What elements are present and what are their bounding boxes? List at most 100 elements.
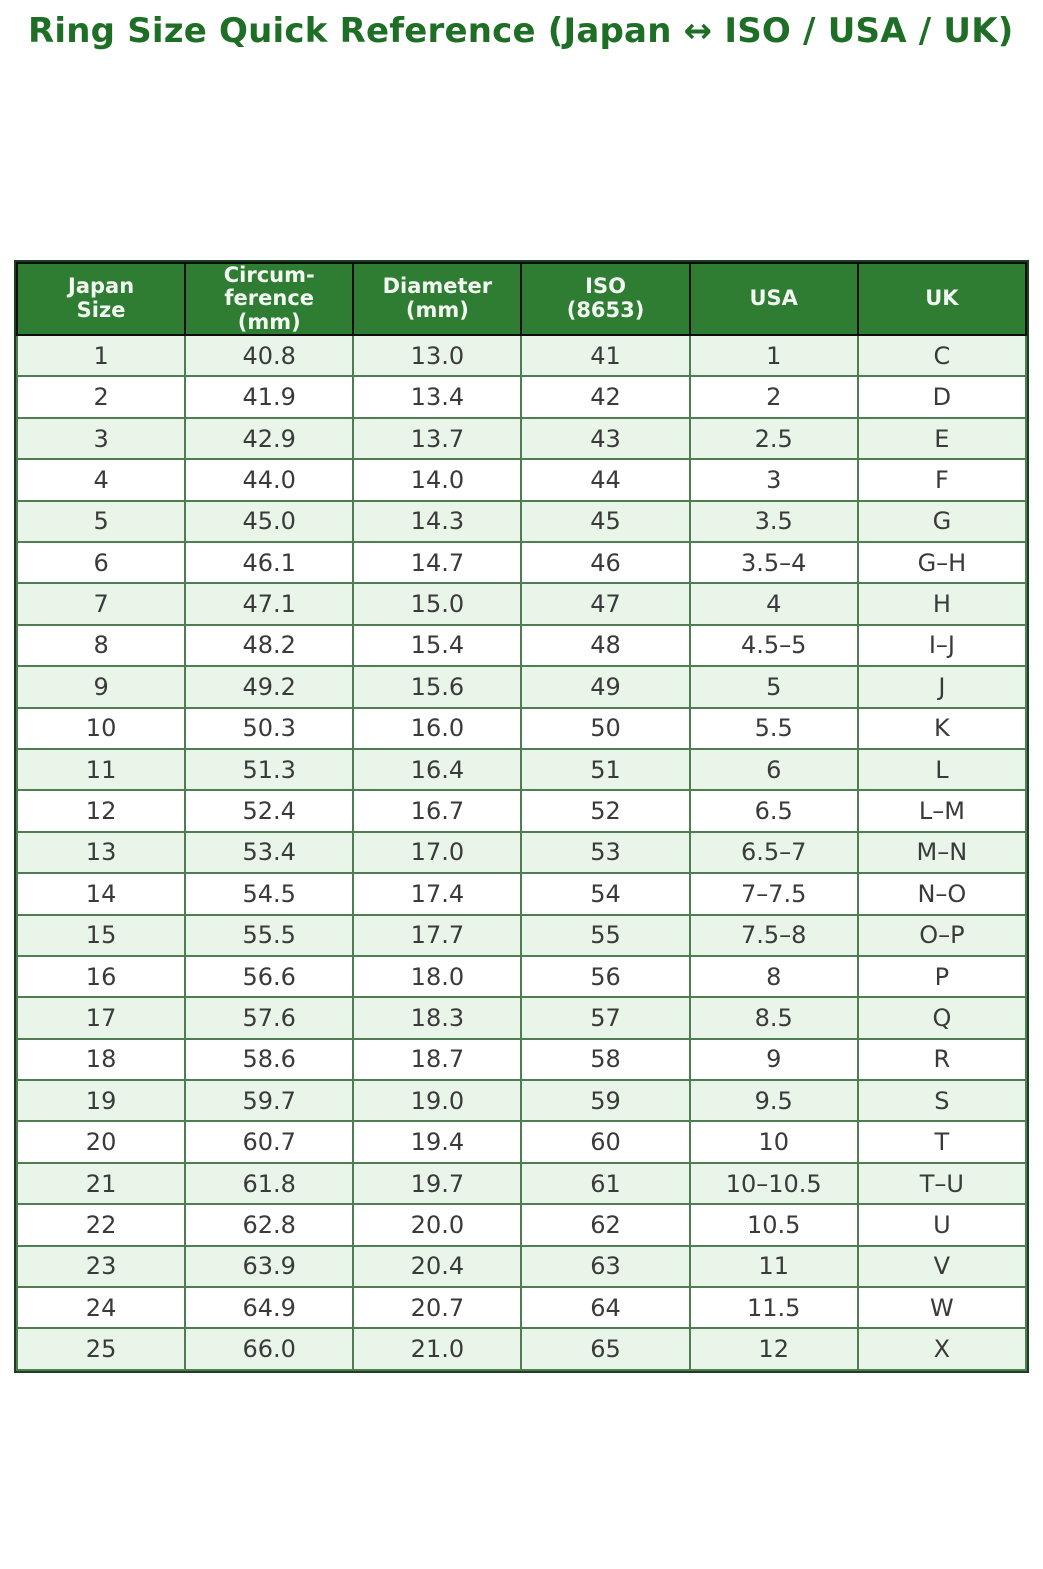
table-cell: 14: [15, 872, 187, 916]
table-cell: 45: [520, 499, 691, 544]
table-cell: 21: [15, 1161, 187, 1206]
table-row: 11 51.3 16.4 51 6 L: [15, 747, 1028, 792]
table-cell: 63.9: [184, 1244, 355, 1289]
column-header: Circum- ference (mm): [184, 261, 355, 337]
table-cell: 44.0: [184, 458, 355, 502]
table-cell: T: [856, 1120, 1028, 1164]
table-cell: 49.2: [184, 665, 355, 709]
table-cell: 61.8: [184, 1161, 355, 1206]
table-cell: 20.0: [352, 1203, 523, 1247]
table-cell: 16.7: [352, 789, 523, 833]
table-cell: 57.6: [184, 996, 355, 1040]
table-wrap: Japan Size Circum- ference (mm) Diameter (…: [14, 259, 1029, 1373]
table-cell: 2: [15, 375, 187, 419]
table-cell: 19.0: [352, 1079, 523, 1123]
table-cell: C: [856, 334, 1028, 378]
table-body: 1 40.8 13.0 41 1 C 2 41.9 13.4 42 2 D 3 42.9 13.7 43 2.5…: [15, 334, 1028, 1371]
table-cell: 13.4: [352, 375, 523, 419]
table-cell: 14.0: [352, 458, 523, 502]
table-cell: 47.1: [184, 582, 355, 626]
table-cell: 54: [520, 872, 691, 916]
table-row: 7 47.1 15.0 47 4 H: [15, 582, 1028, 626]
table-row: 10 50.3 16.0 50 5.5 K: [15, 706, 1028, 750]
table-cell: 15.6: [352, 665, 523, 709]
table-cell: E: [856, 416, 1028, 461]
table-cell: 58.6: [184, 1037, 355, 1082]
table-cell: 15.4: [352, 623, 523, 668]
table-row: 17 57.6 18.3 57 8.5 Q: [15, 996, 1028, 1040]
table-cell: 41: [520, 334, 691, 378]
table-cell: 12: [688, 1327, 859, 1371]
table-cell: 61: [520, 1161, 691, 1206]
table-cell: 62.8: [184, 1203, 355, 1247]
table-row: 8 48.2 15.4 48 4.5–5 I–J: [15, 623, 1028, 668]
table-cell: 51.3: [184, 747, 355, 792]
table-cell: 15: [15, 913, 187, 957]
table-cell: 64: [520, 1286, 691, 1330]
table-cell: H: [856, 582, 1028, 626]
table-cell: 1: [688, 334, 859, 378]
table-cell: 5.5: [688, 706, 859, 750]
table-cell: 55: [520, 913, 691, 957]
table-row: 3 42.9 13.7 43 2.5 E: [15, 416, 1028, 461]
table-cell: 4: [688, 582, 859, 626]
ring-size-table: Japan Size Circum- ference (mm) Diameter (…: [15, 261, 1028, 1371]
column-header: USA: [688, 261, 859, 337]
table-cell: U: [856, 1203, 1028, 1247]
table-cell: 10: [15, 706, 187, 750]
table-cell: 44: [520, 458, 691, 502]
table-cell: 16: [15, 954, 187, 999]
table-cell: T–U: [856, 1161, 1028, 1206]
table-cell: 42.9: [184, 416, 355, 461]
column-header: Japan Size: [15, 261, 187, 337]
table-cell: 16.0: [352, 706, 523, 750]
table-cell: 4: [15, 458, 187, 502]
table-cell: 20.7: [352, 1286, 523, 1330]
table-cell: 60: [520, 1120, 691, 1164]
table-row: 20 60.7 19.4 60 10 T: [15, 1120, 1028, 1164]
table-cell: K: [856, 706, 1028, 750]
table-row: 21 61.8 19.7 61 10–10.5 T–U: [15, 1161, 1028, 1206]
table-cell: 8: [688, 954, 859, 999]
table-cell: 3: [15, 416, 187, 461]
table-cell: 25: [15, 1327, 187, 1371]
table-cell: 7–7.5: [688, 872, 859, 916]
table-cell: 4.5–5: [688, 623, 859, 668]
table-cell: 14.3: [352, 499, 523, 544]
table-head: Japan Size Circum- ference (mm) Diameter (…: [15, 261, 1028, 337]
table-cell: 10.5: [688, 1203, 859, 1247]
table-cell: W: [856, 1286, 1028, 1330]
table-cell: D: [856, 375, 1028, 419]
table-cell: 48.2: [184, 623, 355, 668]
table-cell: 52.4: [184, 789, 355, 833]
table-cell: 46: [520, 540, 691, 585]
table-cell: 2: [688, 375, 859, 419]
table-cell: 10: [688, 1120, 859, 1164]
table-cell: 59: [520, 1079, 691, 1123]
table-cell: 6.5: [688, 789, 859, 833]
table-row: 24 64.9 20.7 64 11.5 W: [15, 1286, 1028, 1330]
table-cell: 20: [15, 1120, 187, 1164]
column-header: UK: [856, 261, 1028, 337]
table-cell: 9: [15, 665, 187, 709]
table-cell: 13.7: [352, 416, 523, 461]
table-cell: 15.0: [352, 582, 523, 626]
table-cell: 3.5–4: [688, 540, 859, 585]
table-cell: L–M: [856, 789, 1028, 833]
table-cell: 19.4: [352, 1120, 523, 1164]
table-cell: 40.8: [184, 334, 355, 378]
table-cell: 19.7: [352, 1161, 523, 1206]
table-cell: 56.6: [184, 954, 355, 999]
table-row: 23 63.9 20.4 63 11 V: [15, 1244, 1028, 1289]
table-cell: 18.3: [352, 996, 523, 1040]
table-cell: 12: [15, 789, 187, 833]
column-header: ISO (8653): [520, 261, 691, 337]
table-cell: 55.5: [184, 913, 355, 957]
table-cell: 6: [15, 540, 187, 585]
table-cell: 3: [688, 458, 859, 502]
table-cell: 13: [15, 830, 187, 875]
table-row: 25 66.0 21.0 65 12 X: [15, 1327, 1028, 1371]
table-cell: 63: [520, 1244, 691, 1289]
table-cell: R: [856, 1037, 1028, 1082]
